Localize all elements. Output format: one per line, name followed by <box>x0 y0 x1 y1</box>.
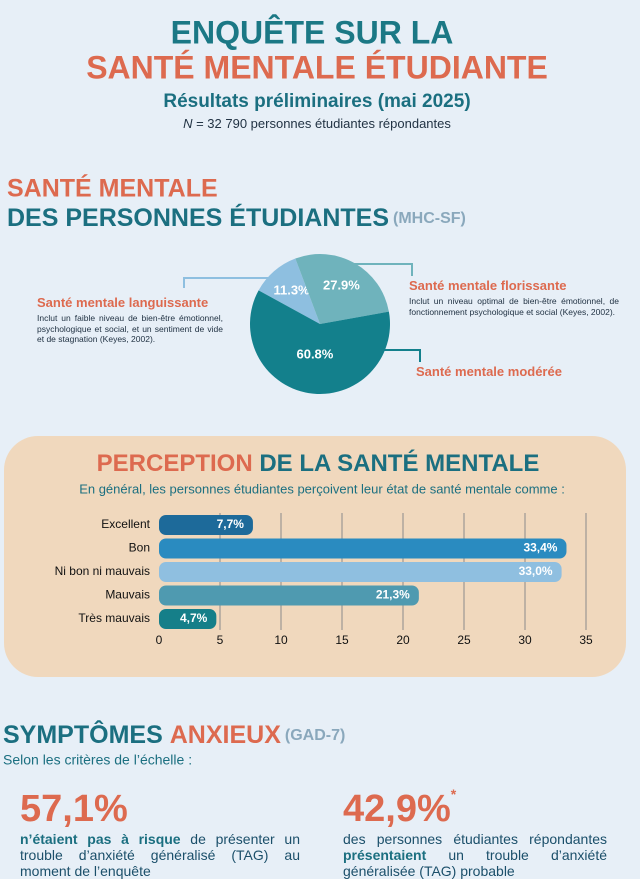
section-title: ANXIEUX <box>170 721 281 749</box>
bar <box>159 585 419 606</box>
leader <box>350 263 413 276</box>
section-title: DES PERSONNES ÉTUDIANTES (MHC-SF) <box>7 203 466 232</box>
section-tag: (GAD-7) <box>285 727 345 744</box>
stat-value: 42,9% <box>343 788 451 830</box>
section-subtitle: Selon les critères de l’échelle : <box>3 752 192 768</box>
section-title: DES PERSONNES ÉTUDIANTES <box>7 203 389 232</box>
pie-slice <box>249 290 391 394</box>
subtitle: Résultats préliminaires (mai 2025) <box>163 91 470 112</box>
note-text: = 32 790 personnes étudiantes répondante… <box>192 116 451 131</box>
note: N = 32 790 personnes étudiantes répondan… <box>183 116 451 131</box>
pie-category: Santé mentale modérée <box>416 364 562 379</box>
stat-value: 42,9%* <box>343 786 457 830</box>
section-title: SANTÉ MENTALE <box>7 174 218 203</box>
y-tick-label: Excellent <box>101 517 150 531</box>
x-tick-label: 0 <box>156 633 163 647</box>
stat-value: 57,1% <box>20 788 128 830</box>
pie-description: Inclut un faible niveau de bien-être émo… <box>37 313 223 345</box>
section-title: PERCEPTION <box>97 450 253 477</box>
stat-text: des personnes étudiantes répondantes <box>343 831 607 847</box>
section-title: SYMPTÔMES <box>3 719 163 749</box>
y-tick-label: Ni bon ni mauvais <box>55 564 150 578</box>
stat-mark: * <box>451 786 457 802</box>
y-tick-label: Bon <box>129 541 150 555</box>
bar <box>159 562 562 582</box>
title: SANTÉ MENTALE ÉTUDIANTE <box>86 49 548 85</box>
bar <box>159 609 217 629</box>
pie-slice <box>295 254 389 324</box>
section-title: SYMPTÔMES ANXIEUX (GAD-7) <box>3 719 345 749</box>
pie-value-label: 27.9% <box>323 278 360 293</box>
x-tick-label: 15 <box>335 633 349 647</box>
stat-text: n’étaient pas à risque de présenter un t… <box>20 831 300 879</box>
x-tick-label: 5 <box>217 633 224 647</box>
bar <box>159 515 253 535</box>
x-tick-label: 10 <box>274 633 288 647</box>
leader <box>183 277 290 288</box>
bar <box>159 538 567 559</box>
pie-label-block: Santé mentale florissante Inclut un nive… <box>409 278 619 317</box>
pie-category: Santé mentale languissante <box>37 295 209 310</box>
stat-bold: présentaient <box>343 847 427 864</box>
leader <box>380 349 421 362</box>
pie-value-label: 11.3% <box>273 283 310 298</box>
section-title: DE LA SANTÉ MENTALE <box>253 449 540 477</box>
bar-value-label: 33,4% <box>523 541 557 555</box>
stat-bold: n’étaient pas à risque <box>20 831 181 847</box>
y-tick-label: Très mauvais <box>78 611 150 625</box>
section-title: PERCEPTION DE LA SANTÉ MENTALE <box>97 449 540 477</box>
section-tag: (MHC-SF) <box>393 210 466 227</box>
pie-slice <box>258 258 320 324</box>
title: ENQUÊTE SUR LA <box>171 14 454 50</box>
x-tick-label: 30 <box>518 633 532 647</box>
bar-value-label: 21,3% <box>376 588 410 602</box>
pie-category: Santé mentale florissante <box>409 278 567 293</box>
pie-label-block: Santé mentale languissante Inclut un fai… <box>37 295 223 345</box>
note-symbol: N <box>183 116 193 131</box>
stat-text: des personnes étudiantes répondantes pré… <box>343 831 607 879</box>
section-subtitle: En général, les personnes étudiantes per… <box>79 481 565 496</box>
x-tick-label: 25 <box>457 633 471 647</box>
bar-value-label: 33,0% <box>519 564 553 578</box>
x-tick-label: 20 <box>396 633 410 647</box>
bar-value-label: 4,7% <box>180 611 208 625</box>
pie-value-label: 60.8% <box>296 347 333 362</box>
x-tick-label: 35 <box>579 633 593 647</box>
y-tick-label: Mauvais <box>105 588 150 602</box>
pie-description: Inclut un niveau optimal de bien-être ém… <box>409 296 619 317</box>
bar-value-label: 7,7% <box>217 517 245 531</box>
